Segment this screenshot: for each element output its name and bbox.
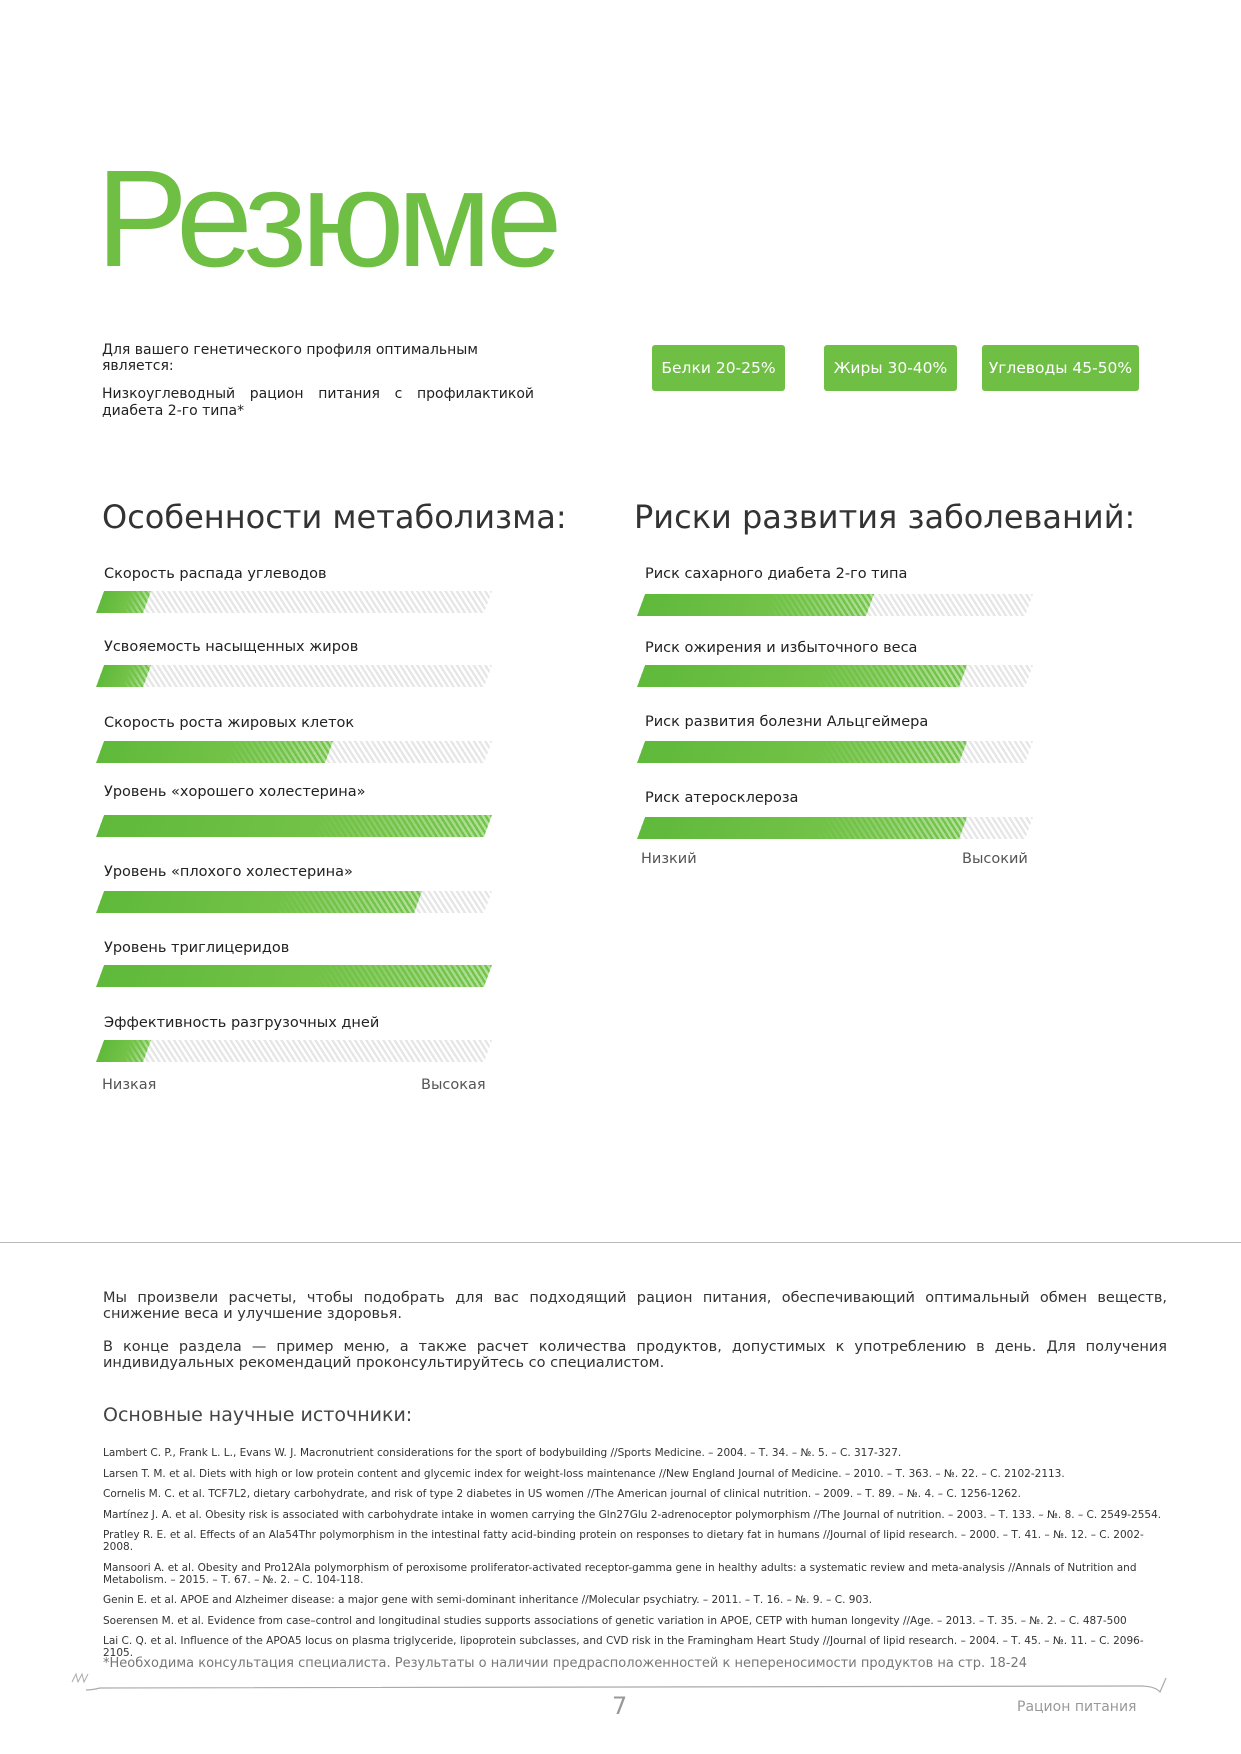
footer-line [71, 1672, 1167, 1694]
risks-level-fill [636, 665, 968, 687]
metabolism-level-fill [95, 591, 151, 613]
metabolism-level-bar [95, 815, 493, 837]
metabolism-level-bar [95, 1040, 493, 1062]
sources-heading: Основные научные источники: [103, 1404, 413, 1426]
risks-level-fill [636, 594, 874, 616]
metabolism-heading: Особенности метаболизма: [102, 498, 567, 536]
reference-item: Soerensen M. et al. Evidence from case–c… [103, 1614, 1127, 1627]
reference-item: Mansoori A. et al. Obesity and Pro12Ala … [103, 1561, 1137, 1586]
risks-scale-low: Низкий [641, 851, 697, 867]
metabolism-level-fill [95, 1040, 151, 1062]
metabolism-level-fill [95, 665, 151, 687]
macro-badge-fat: Жиры 30-40% [824, 345, 957, 391]
metabolism-level-bar [95, 891, 493, 913]
footnote: *Необходима консультация специалиста. Ре… [103, 1656, 1027, 1671]
risks-item-label: Риск ожирения и избыточного веса [645, 640, 918, 656]
reference-item: Genin E. et al. APOE and Alzheimer disea… [103, 1594, 873, 1606]
risks-item-label: Риск развития болезни Альцгеймера [645, 714, 929, 730]
metabolism-item-label: Скорость роста жировых клеток [104, 715, 355, 731]
metabolism-level-bar [95, 741, 493, 763]
metabolism-item-label: Скорость распада углеводов [104, 566, 327, 582]
risks-level-bar [636, 665, 1034, 687]
risks-level-fill [636, 741, 968, 763]
section-divider [0, 1242, 1241, 1243]
metabolism-scale-low: Низкая [102, 1077, 157, 1093]
macro-badge-protein: Белки 20-25% [652, 345, 785, 391]
risks-item-label: Риск атеросклероза [645, 790, 799, 806]
metabolism-item-label: Уровень «плохого холестерина» [104, 864, 353, 880]
reference-item: Martínez J. A. et al. Obesity risk is as… [103, 1508, 1162, 1521]
metabolism-level-bar [95, 965, 493, 987]
page-number: 7 [612, 1692, 628, 1720]
page-title: Резюме [96, 142, 563, 296]
intro-lead: Для вашего генетического профиля оптимал… [102, 342, 478, 374]
metabolism-item-label: Эффективность разгрузочных дней [104, 1015, 380, 1031]
metabolism-level-bar [95, 591, 493, 613]
metabolism-level-fill [95, 891, 423, 913]
metabolism-level-fill [95, 741, 333, 763]
footer-section-title: Рацион питания [1017, 1699, 1137, 1715]
intro: Для вашего генетического профиля оптимал… [102, 342, 534, 432]
metabolism-level-fill [95, 815, 493, 837]
risks-level-bar [636, 741, 1034, 763]
macro-badge-carbs: Углеводы 45-50% [982, 345, 1139, 391]
summary-paragraph-1: Мы произвели расчеты, чтобы подобрать дл… [103, 1290, 1167, 1322]
metabolism-scale-high: Высокая [421, 1077, 486, 1093]
summary-paragraph-2: В конце раздела — пример меню, а также р… [103, 1339, 1167, 1371]
risks-item-label: Риск сахарного диабета 2-го типа [645, 566, 908, 582]
diet-recommendation: Низкоуглеводный рацион питания с профила… [102, 386, 534, 419]
metabolism-item-label: Уровень «хорошего холестерина» [104, 784, 366, 800]
reference-item: Lambert C. P., Frank L. L., Evans W. J. … [103, 1447, 902, 1459]
risks-level-bar [636, 594, 1034, 616]
risks-level-fill [636, 817, 968, 839]
metabolism-item-label: Усвояемость насыщенных жиров [104, 639, 359, 655]
risks-scale-high: Высокий [962, 851, 1028, 867]
reference-item: Lai C. Q. et al. Influence of the APOA5 … [103, 1635, 1144, 1659]
references-list: Lambert C. P., Frank L. L., Evans W. J. … [103, 1447, 1163, 1668]
metabolism-level-bar [95, 665, 493, 687]
metabolism-level-fill [95, 965, 493, 987]
metabolism-item-label: Уровень триглицеридов [104, 940, 290, 956]
reference-item: Larsen T. M. et al. Diets with high or l… [103, 1467, 1065, 1480]
reference-item: Pratley R. E. et al. Effects of an Ala54… [103, 1529, 1144, 1553]
risks-heading: Риски развития заболеваний: [634, 498, 1136, 536]
risks-level-bar [636, 817, 1034, 839]
reference-item: Cornelis M. C. et al. TCF7L2, dietary ca… [103, 1488, 1021, 1500]
